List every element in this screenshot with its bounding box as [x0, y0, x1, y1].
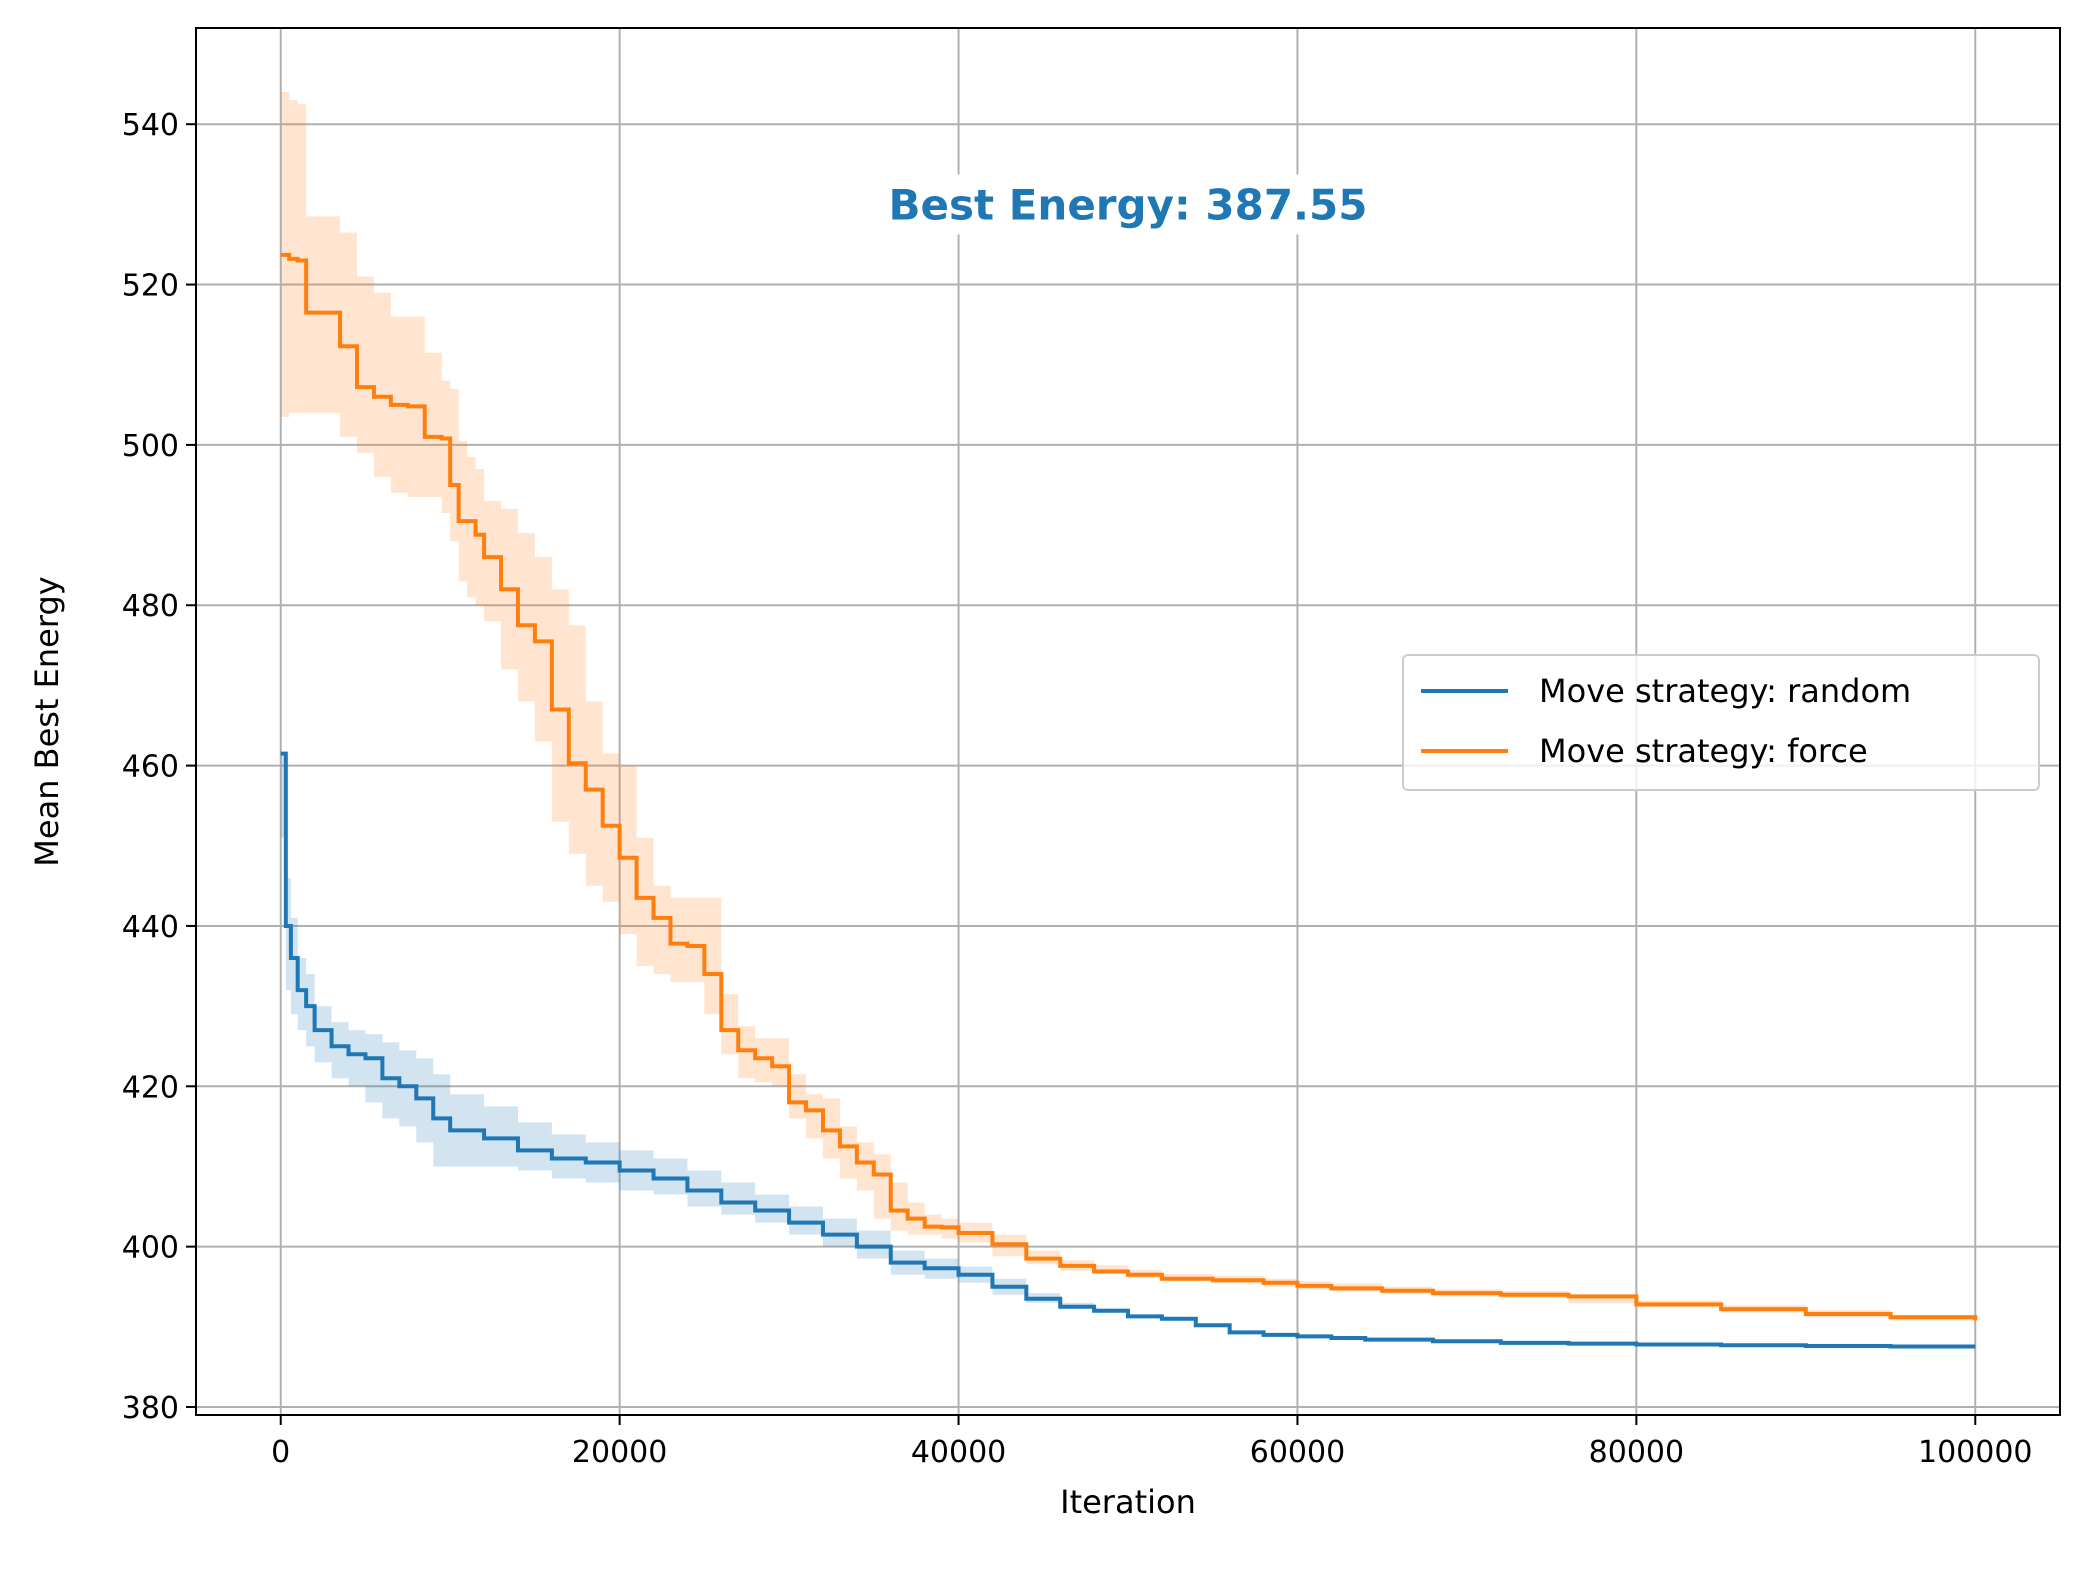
- best-energy-annotation: Best Energy: 387.55: [889, 180, 1368, 229]
- axis-ticks: 0 20000 40000 60000 80000 100000 380 400 420 440 4…: [122, 108, 2033, 1470]
- x-tick-label: 0: [271, 1435, 290, 1470]
- legend-label-0: Move strategy: random: [1539, 672, 1911, 710]
- x-tick-label: 20000: [572, 1435, 667, 1470]
- x-axis-label: Iteration: [1060, 1483, 1196, 1521]
- series-line-0: [280, 751, 1976, 1349]
- y-tick-label: 440: [122, 910, 179, 945]
- y-tick-label: 460: [122, 750, 179, 785]
- y-tick-label: 540: [122, 108, 179, 143]
- series-lines: [280, 252, 1978, 1349]
- y-axis-label: Mean Best Energy: [28, 576, 66, 866]
- x-tick-label: 80000: [1589, 1435, 1684, 1470]
- x-tick-label: 40000: [911, 1435, 1006, 1470]
- y-tick-label: 400: [122, 1231, 179, 1266]
- y-tick-label: 480: [122, 589, 179, 624]
- confidence-bands: [280, 92, 1976, 1347]
- y-tick-label: 520: [122, 269, 179, 304]
- x-tick-label: 60000: [1250, 1435, 1345, 1470]
- x-tick-label: 100000: [1918, 1435, 2033, 1470]
- y-tick-label: 420: [122, 1070, 179, 1105]
- legend-box: [1402, 654, 2040, 791]
- series-line-1: [280, 252, 1978, 1321]
- plot-frame: [195, 27, 2061, 1416]
- y-tick-label: 500: [122, 429, 179, 464]
- confidence-band-0: [280, 753, 1976, 1347]
- y-tick-label: 380: [122, 1391, 179, 1426]
- annotation: Best Energy: 387.55: [843, 174, 1413, 235]
- legend-label-1: Move strategy: force: [1539, 732, 1868, 770]
- annotation-background: [843, 174, 1413, 235]
- legend: Move strategy: random Move strategy: forc…: [1402, 654, 2040, 791]
